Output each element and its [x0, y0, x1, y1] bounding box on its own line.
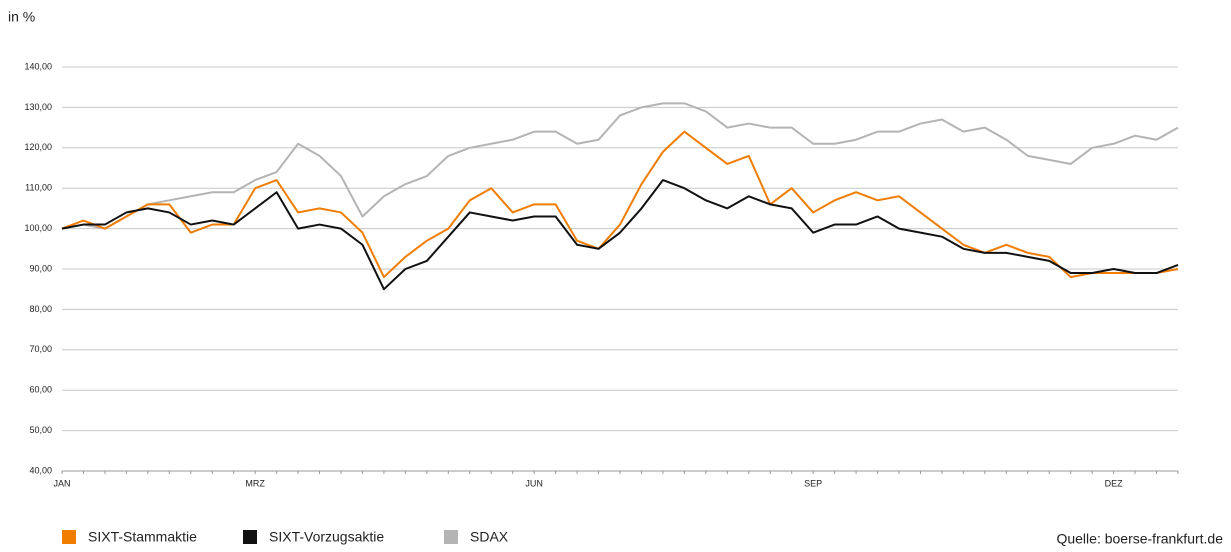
y-tick-label: 130,00 [24, 102, 52, 112]
x-tick-label: JAN [53, 478, 70, 488]
series-line [61, 130, 1179, 279]
y-tick-label: 90,00 [29, 263, 52, 273]
x-tick-label: SEP [804, 478, 822, 488]
legend-swatch [62, 530, 76, 544]
y-tick-label: 140,00 [24, 61, 52, 71]
y-tick-label: 110,00 [25, 183, 52, 193]
y-tick-label: 60,00 [29, 385, 52, 395]
y-tick-label: 40,00 [29, 465, 52, 475]
x-tick-label: DEZ [1105, 478, 1124, 488]
y-tick-label: 70,00 [29, 344, 52, 354]
x-tick-label: MRZ [245, 478, 265, 488]
legend-swatch [243, 530, 257, 544]
legend-label: SIXT-Stammaktie [88, 529, 197, 545]
legend-swatch [444, 530, 458, 544]
series-line [61, 179, 1179, 291]
series-line [61, 102, 1179, 230]
y-axis-label: in % [8, 9, 35, 25]
legend-label: SDAX [470, 529, 509, 545]
source: Quelle: boerse-frankfurt.de [1056, 531, 1223, 547]
y-tick-label: 120,00 [24, 142, 52, 152]
y-tick-label: 50,00 [29, 425, 52, 435]
y-tick-label: 100,00 [24, 223, 52, 233]
x-tick-label: JUN [525, 478, 543, 488]
legend-label: SIXT-Vorzugsaktie [269, 529, 384, 545]
y-tick-label: 80,00 [29, 304, 52, 314]
